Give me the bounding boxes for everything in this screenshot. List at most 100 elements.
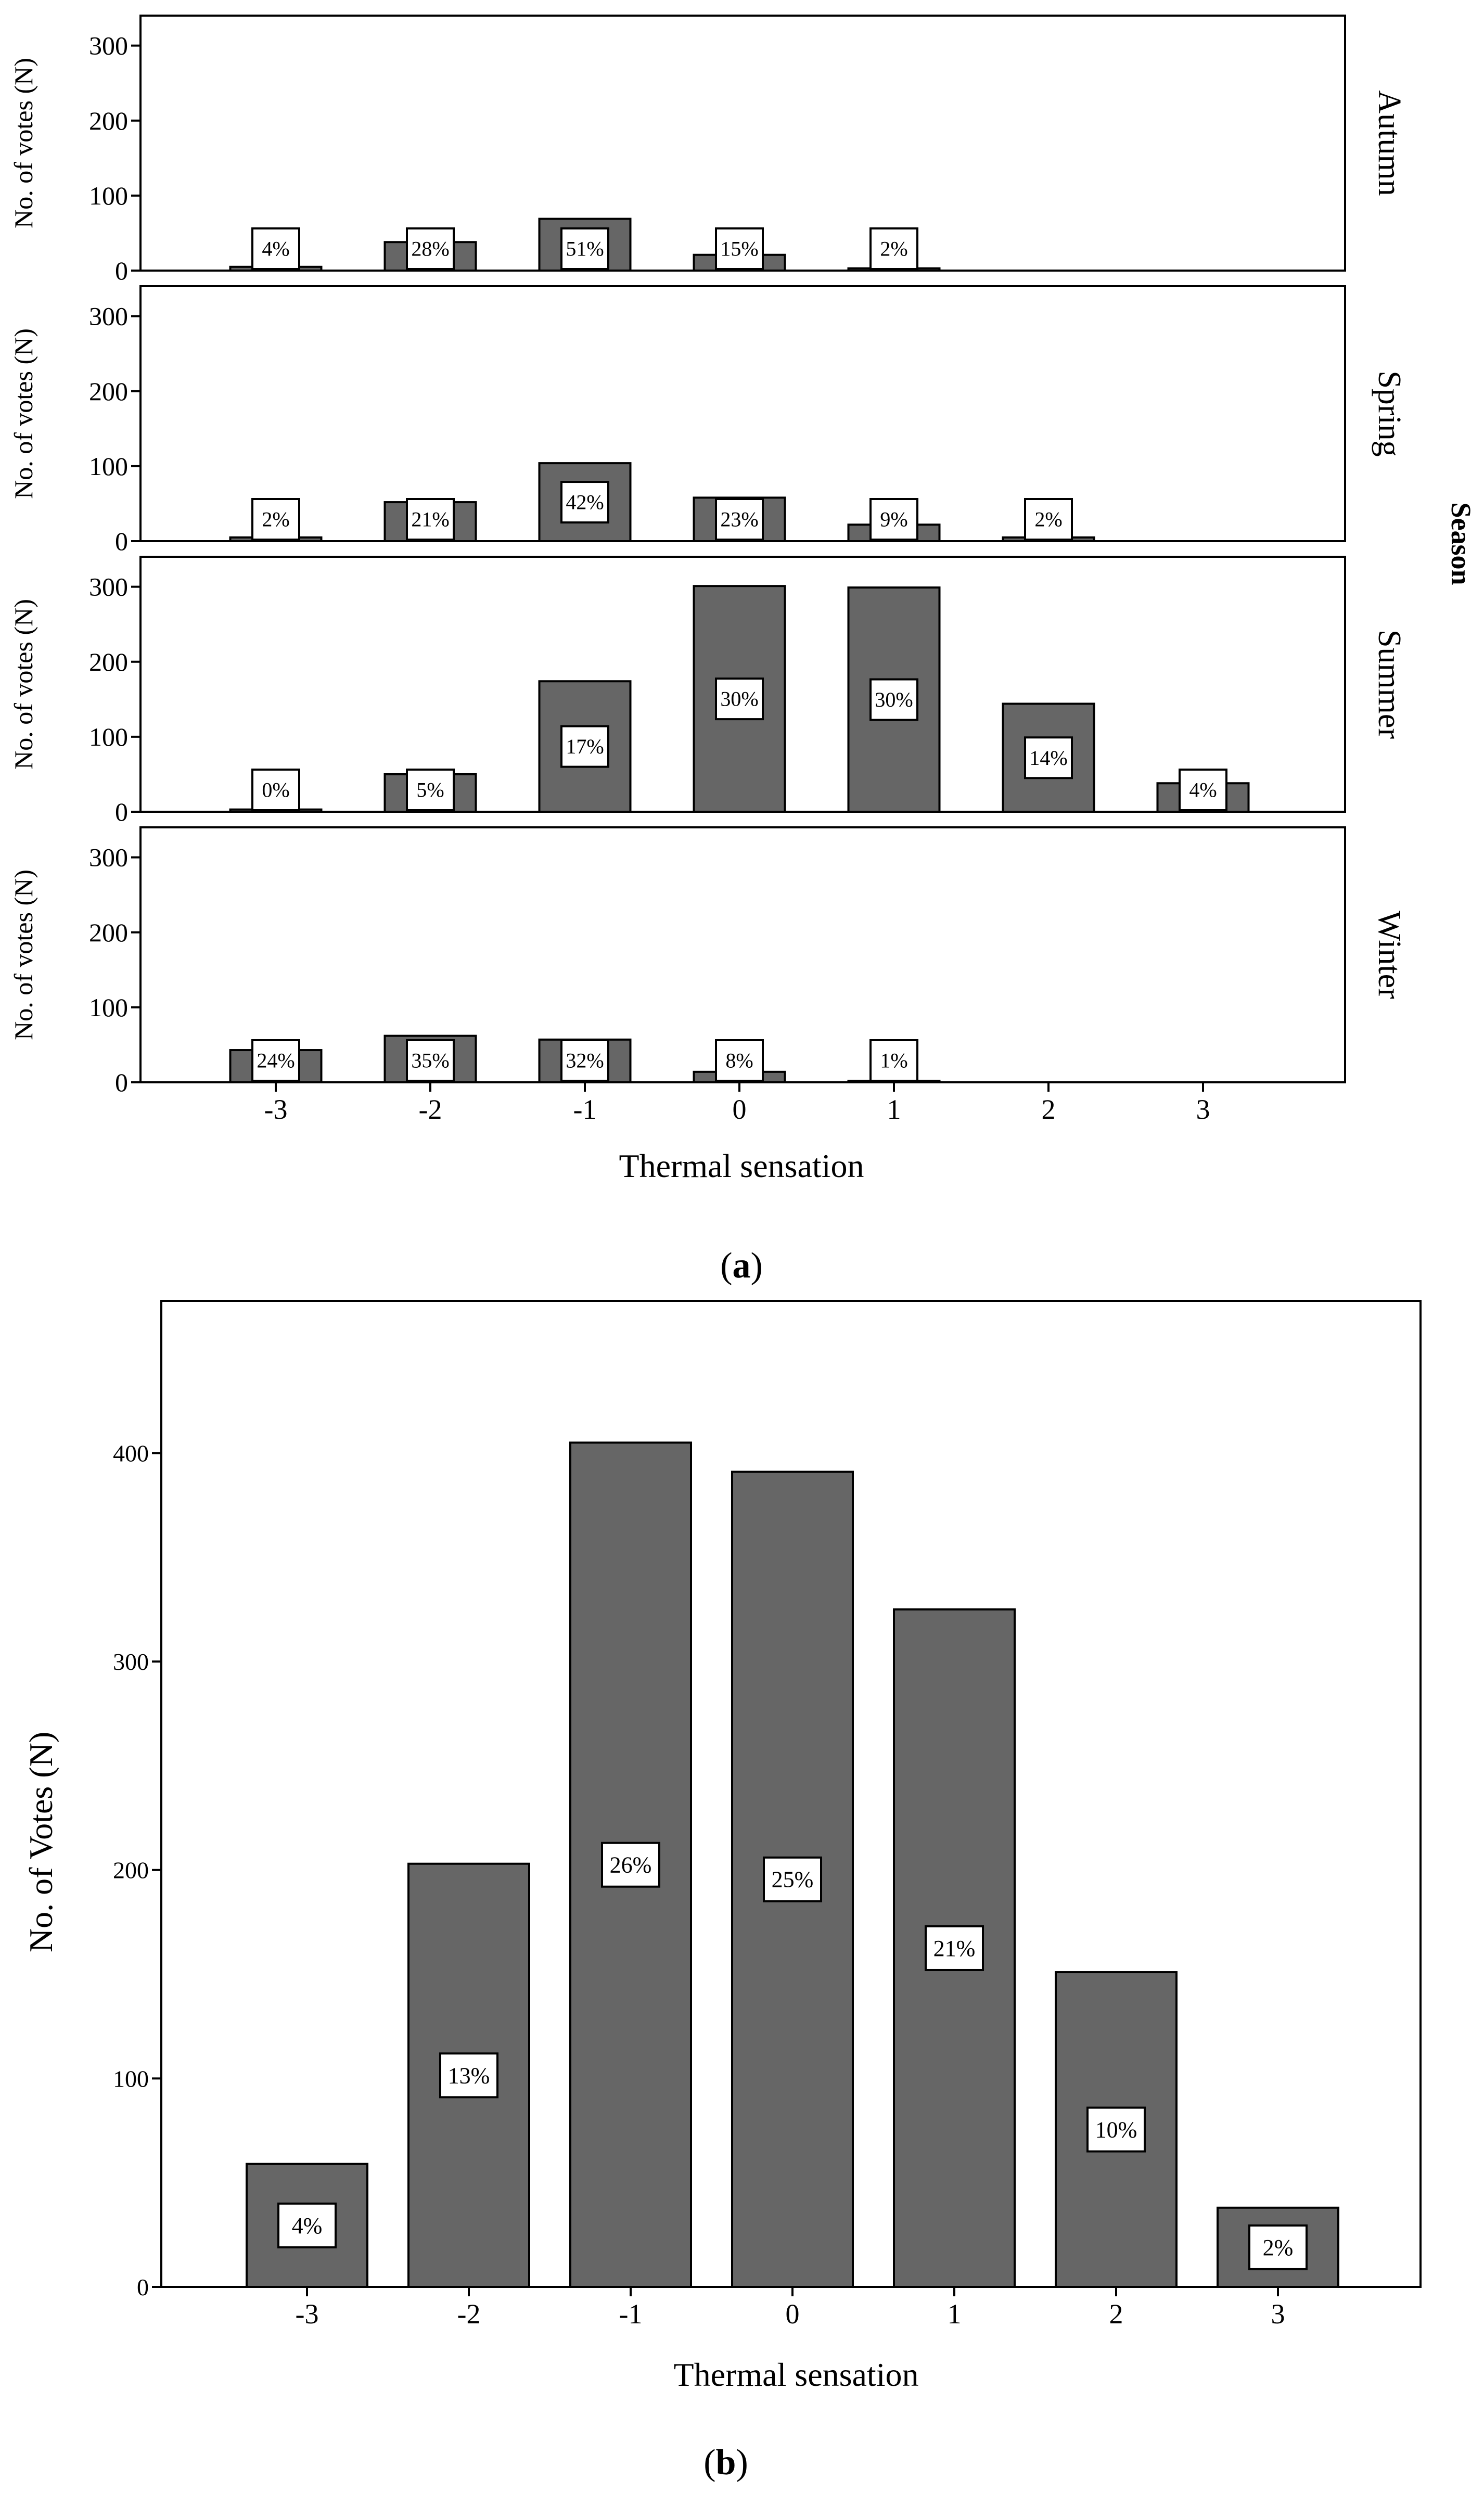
bar-value-label-box	[560, 1039, 609, 1082]
y-tick-label: 200	[89, 106, 128, 135]
bar-value-label-box	[1179, 769, 1227, 811]
x-tick-label: 2	[1109, 2298, 1123, 2330]
y-tick-label: 400	[113, 1440, 149, 1466]
x-tick-label: -1	[573, 1094, 597, 1125]
x-tick-label: 1	[948, 2298, 962, 2330]
bar-value-label-box	[715, 227, 764, 270]
bar-value-label-box	[406, 1039, 455, 1082]
bar-value-label: 2%	[1263, 2235, 1294, 2260]
bar-value-label: 14%	[1029, 746, 1067, 770]
bar-value-label-box	[869, 498, 918, 541]
chart-a-caption: (a)	[720, 1246, 763, 1286]
bar-value-label: 30%	[720, 687, 758, 711]
bar-value-label-box	[869, 227, 918, 270]
x-tick-label: -1	[619, 2298, 643, 2330]
x-tick-label: -3	[296, 2298, 319, 2330]
bar-value-label: 9%	[880, 508, 907, 531]
bar-value-label: 21%	[411, 508, 449, 531]
y-tick-label: 100	[89, 722, 128, 751]
bar-value-label-box	[1086, 2106, 1146, 2153]
y-tick-label: 0	[115, 1068, 128, 1097]
bar-value-label-box	[251, 498, 300, 541]
bar-value-label: 24%	[257, 1049, 295, 1072]
y-axis-label: No. of votes (N)	[9, 58, 38, 228]
bar-value-label: 35%	[411, 1049, 449, 1072]
bar-value-label: 4%	[292, 2213, 323, 2239]
x-tick-label: 0	[786, 2298, 800, 2330]
y-tick-label: 100	[89, 181, 128, 210]
y-tick-label: 200	[89, 647, 128, 676]
facet-label: Spring	[1372, 370, 1407, 456]
bar-value-label: 8%	[725, 1049, 753, 1072]
x-tick-label: 0	[733, 1094, 747, 1125]
x-tick-label: -3	[264, 1094, 288, 1125]
bar-value-label: 23%	[720, 508, 758, 531]
bar-value-label: 30%	[875, 688, 913, 711]
chart-a-x-axis-label: Thermal sensation	[619, 1147, 864, 1184]
x-tick-label: 3	[1196, 1094, 1210, 1125]
bar-value-label: 15%	[720, 237, 758, 261]
bar-value-label-box	[406, 227, 455, 270]
bar-value-label-box	[560, 725, 609, 768]
bar-value-label-box	[251, 769, 300, 811]
bar-value-label: 2%	[1034, 508, 1062, 531]
bar-value-label-box	[1248, 2224, 1308, 2270]
y-tick-label: 0	[137, 2274, 149, 2300]
bar-value-label-box	[439, 2052, 498, 2099]
bar-value-label-box	[763, 1856, 822, 1902]
x-tick-label: 1	[887, 1094, 901, 1125]
bar-value-label: 26%	[610, 1852, 652, 1878]
bar-value-label: 1%	[880, 1049, 907, 1072]
y-tick-label: 0	[115, 797, 128, 826]
y-tick-label: 0	[115, 256, 128, 285]
facet-label: Autumn	[1372, 90, 1407, 196]
bar-value-label: 2%	[880, 237, 907, 261]
y-tick-label: 100	[89, 452, 128, 481]
y-tick-label: 300	[89, 302, 128, 331]
bar-value-label: 28%	[411, 237, 449, 261]
bar-value-label-box	[925, 1925, 984, 1971]
bar-value-label-box	[1024, 498, 1073, 541]
facet-spring: 0 100 200 300 No. of votes (N) Spring 2% 21% 42%…	[9, 285, 1407, 556]
bar-value-label: 5%	[416, 778, 444, 802]
bar-value-label-box	[869, 678, 918, 721]
bar-value-label: 21%	[933, 1936, 976, 1961]
bar-value-label-box	[251, 1039, 300, 1082]
y-tick-label: 100	[89, 993, 128, 1022]
y-tick-label: 200	[113, 1857, 149, 1884]
bar-value-label: 42%	[566, 491, 604, 514]
bar-value-label: 10%	[1095, 2117, 1137, 2142]
y-tick-label: 300	[89, 843, 128, 872]
bar-value-label: 2%	[262, 508, 289, 531]
bar-value-label: 51%	[566, 237, 604, 261]
y-tick-label: 300	[89, 31, 128, 60]
bar-value-label-box	[560, 481, 609, 524]
x-tick-label: 2	[1042, 1094, 1056, 1125]
bar-value-label-box	[406, 769, 455, 811]
facet-winter: 0 100 200 300 No. of votes (N) Winter 24% 35% 32…	[9, 826, 1407, 1097]
bar-value-label-box	[715, 677, 764, 721]
bar-value-label-box	[715, 1039, 764, 1082]
bar-value-label: 25%	[772, 1867, 814, 1893]
bar-value-label: 4%	[1189, 778, 1217, 802]
y-tick-label: 300	[89, 572, 128, 602]
y-axis-label: No. of votes (N)	[9, 870, 38, 1040]
bar-value-label: 0%	[262, 778, 289, 802]
bar-value-label-box	[869, 1039, 918, 1082]
bar-value-label: 32%	[566, 1049, 604, 1072]
x-tick-label: -2	[419, 1094, 442, 1125]
y-tick-label: 0	[115, 527, 128, 556]
chart-a-caption-letter: a	[733, 1246, 751, 1286]
bar-value-label-box	[715, 498, 764, 541]
bar-value-label-box	[277, 2202, 337, 2248]
y-tick-label: 300	[113, 1648, 149, 1675]
y-tick-label: 100	[113, 2065, 149, 2092]
chart-a-facet-title: Season	[1445, 502, 1477, 585]
facet-label: Winter	[1372, 911, 1407, 999]
y-axis-label: No. of votes (N)	[9, 599, 38, 770]
bar-value-label-box	[601, 1842, 660, 1888]
bar-value-label-box	[251, 227, 300, 270]
bar-value-label-box	[1024, 736, 1073, 779]
